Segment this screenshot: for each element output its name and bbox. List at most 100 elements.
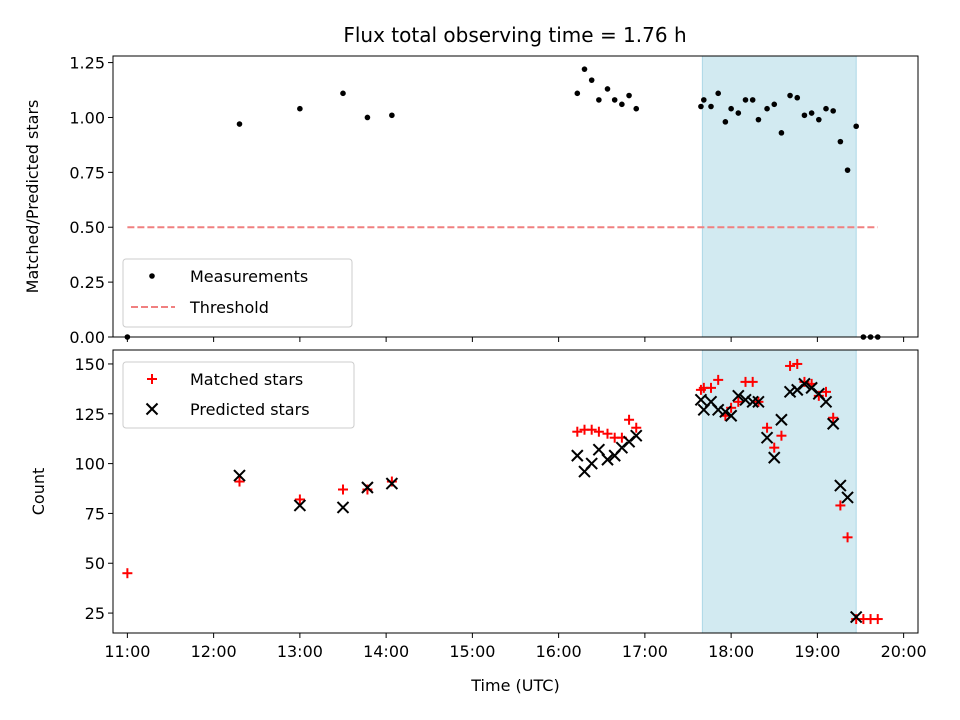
x-tick-label: 14:00 — [363, 642, 409, 661]
y-tick-label: 1.00 — [69, 108, 105, 127]
predicted-point — [361, 481, 374, 494]
measurement-point — [236, 121, 243, 127]
measurement-point — [389, 112, 395, 119]
x-stroke-b — [711, 403, 725, 416]
measurement-point — [853, 123, 859, 130]
predicted-point — [711, 403, 725, 416]
top-marks — [124, 66, 881, 340]
predicted-point — [849, 610, 863, 624]
matched-point — [792, 358, 803, 369]
x-stroke-b — [746, 395, 759, 409]
predicted-point — [601, 453, 614, 466]
x-stroke-b — [704, 395, 718, 409]
predicted-point — [841, 491, 854, 504]
measurement-point — [764, 105, 770, 112]
matched-point — [234, 476, 245, 487]
y-tick-label: 125 — [74, 405, 105, 424]
x-stroke-b — [361, 481, 374, 494]
predicted-point — [592, 443, 606, 456]
y-tick-label: 1.25 — [69, 54, 105, 73]
x-stroke-b — [732, 389, 745, 403]
y-tick-label: 150 — [74, 355, 105, 374]
bottom-x-ticks: 11:00 12:00 13:00 14:00 15:00 16:00 17:00 18:00… — [104, 633, 927, 661]
predicted-point — [293, 499, 307, 512]
measurement-point — [581, 66, 588, 72]
legend-threshold-label: Threshold — [189, 298, 269, 317]
matched-point — [762, 422, 773, 433]
predicted-point — [571, 449, 584, 462]
measurement-point — [735, 110, 742, 116]
predicted-point — [724, 409, 738, 422]
x-tick-label: 15:00 — [449, 642, 495, 661]
matched-point — [828, 412, 839, 423]
matched-point — [362, 484, 373, 495]
matched-point — [338, 484, 348, 495]
measurement-point — [722, 119, 729, 125]
measurement-point — [715, 90, 721, 97]
matched-point — [294, 494, 305, 505]
x-tick-label: 19:00 — [794, 642, 840, 661]
legend-x-glyph — [145, 402, 159, 416]
x-stroke-b — [336, 501, 350, 514]
chart-title: Flux total observing time = 1.76 h — [343, 23, 686, 47]
predicted-point — [732, 389, 745, 403]
predicted-point — [768, 451, 781, 464]
legend-measurements-label: Measurements — [190, 267, 308, 286]
matched-point — [593, 426, 604, 437]
top-legend-box — [122, 258, 353, 328]
matched-point — [706, 382, 716, 393]
measurement-point — [708, 103, 714, 110]
measurement-point — [588, 77, 595, 83]
matched-point — [733, 396, 744, 407]
measurement-point — [364, 114, 371, 121]
x-tick-label: 20:00 — [881, 642, 927, 661]
measurement-point — [596, 97, 602, 103]
predicted-point — [585, 457, 598, 470]
top-y-ticks: 0.00 0.25 0.50 0.75 1.00 1.25 — [69, 54, 113, 347]
measurement-point — [755, 116, 762, 123]
measurement-point — [698, 103, 704, 110]
x-stroke-b — [385, 477, 399, 490]
x-axis-label: Time (UTC) — [470, 676, 559, 695]
legend-matched-label: Matched stars — [190, 370, 303, 389]
x-tick-label: 11:00 — [104, 642, 150, 661]
top-highlight-span — [701, 55, 857, 338]
y-tick-label: 75 — [85, 504, 105, 523]
measurement-point — [778, 130, 785, 136]
predicted-point — [233, 469, 246, 482]
matched-point — [624, 414, 635, 425]
predicted-point — [752, 395, 765, 409]
predicted-point — [694, 393, 708, 407]
y-tick-label: 25 — [85, 604, 105, 623]
y-tick-label: 0.50 — [69, 218, 105, 237]
x-tick-label: 18:00 — [708, 642, 754, 661]
matched-point — [602, 428, 613, 439]
predicted-point — [630, 429, 643, 442]
bottom-y-axis-label: Count — [29, 468, 48, 516]
measurement-point — [837, 138, 844, 145]
measurement-point — [801, 112, 808, 119]
measurement-point — [749, 97, 756, 103]
x-tick-label: 12:00 — [191, 642, 237, 661]
matched-point — [386, 476, 397, 487]
measurement-point — [340, 90, 346, 97]
x-stroke-b — [805, 381, 818, 395]
predicted-point — [336, 501, 350, 514]
y-tick-label: 0.25 — [69, 273, 105, 292]
bottom-panel: 25 50 75 100 125 150 11:00 12:00 13:00 14:00 15:0… — [29, 349, 927, 695]
predicted-point — [819, 395, 833, 409]
matched-point — [572, 426, 583, 437]
measurement-point — [823, 105, 829, 112]
x-stroke-b — [601, 453, 614, 466]
x-stroke-b — [145, 402, 159, 416]
matched-point — [713, 374, 724, 385]
measurement-point — [844, 167, 851, 173]
x-stroke-b — [724, 409, 738, 422]
x-stroke-b — [592, 443, 606, 456]
top-axes-frame — [112, 55, 919, 338]
x-stroke-b — [630, 429, 643, 442]
matched-point — [776, 430, 787, 441]
measurement-point — [742, 97, 749, 103]
bottom-axes-frame — [112, 349, 919, 634]
